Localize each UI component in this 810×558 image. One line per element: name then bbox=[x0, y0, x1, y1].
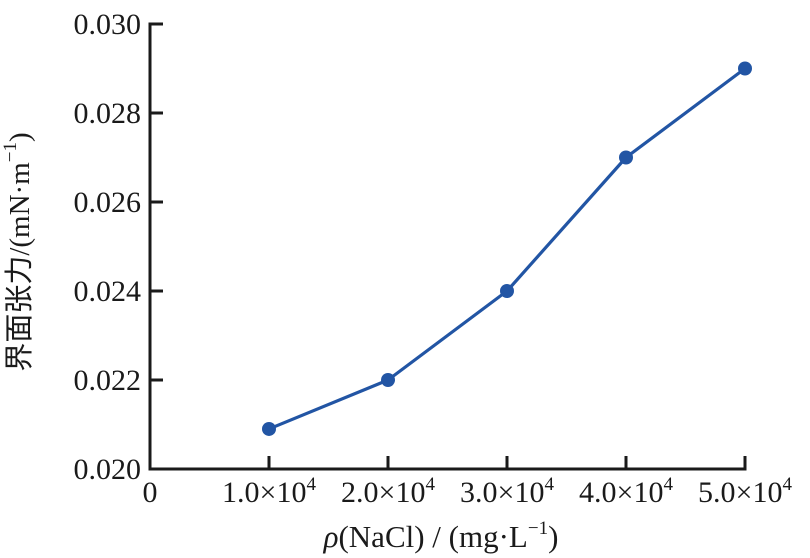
data-point bbox=[262, 421, 276, 436]
y-axis-label: 界面张力/(mN·m−1) bbox=[0, 132, 36, 371]
data-point bbox=[500, 284, 514, 298]
y-tick-label: 0.020 bbox=[74, 453, 142, 486]
y-tick-label: 0.024 bbox=[74, 275, 142, 308]
x-tick-label: 4.0×104 bbox=[579, 474, 673, 509]
y-tick-label: 0.030 bbox=[74, 8, 142, 41]
series-line bbox=[267, 66, 747, 431]
x-tick-label: 5.0×104 bbox=[698, 474, 792, 509]
x-tick-label: 1.0×104 bbox=[222, 474, 316, 509]
data-point bbox=[381, 373, 395, 387]
axes-spine bbox=[148, 22, 747, 471]
x-tick-label: 0 bbox=[143, 476, 158, 509]
data-point bbox=[738, 61, 752, 76]
y-tick-label: 0.028 bbox=[74, 97, 142, 130]
x-tick-label: 3.0×104 bbox=[460, 474, 554, 509]
y-tick-label: 0.026 bbox=[74, 186, 142, 219]
data-point bbox=[619, 150, 633, 165]
x-tick-label: 2.0×104 bbox=[341, 474, 435, 509]
x-axis-label: ρ(NaCl) / (mg·L−1) bbox=[323, 518, 559, 554]
y-tick-label: 0.022 bbox=[74, 364, 142, 397]
